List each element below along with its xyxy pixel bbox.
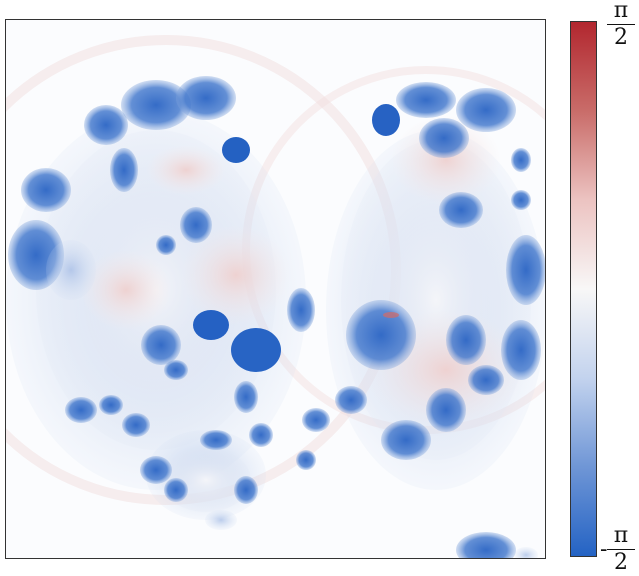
cell-cluster-illustration — [6, 35, 545, 558]
colorbar-max-numerator: π — [613, 0, 629, 23]
colorbar-max-denominator: 2 — [614, 25, 628, 50]
fraction-bar — [607, 549, 635, 550]
colorbar-min-sign: - — [600, 537, 608, 562]
colorbar-max-label: π 2 — [604, 0, 638, 49]
colorbar-min-label: - π 2 — [600, 523, 638, 575]
colorbar-min-numerator: π — [613, 523, 629, 548]
colorbar-min-denominator: 2 — [614, 550, 628, 575]
phase-image — [5, 19, 546, 559]
colorbar — [570, 21, 597, 557]
fraction-bar — [607, 24, 635, 25]
